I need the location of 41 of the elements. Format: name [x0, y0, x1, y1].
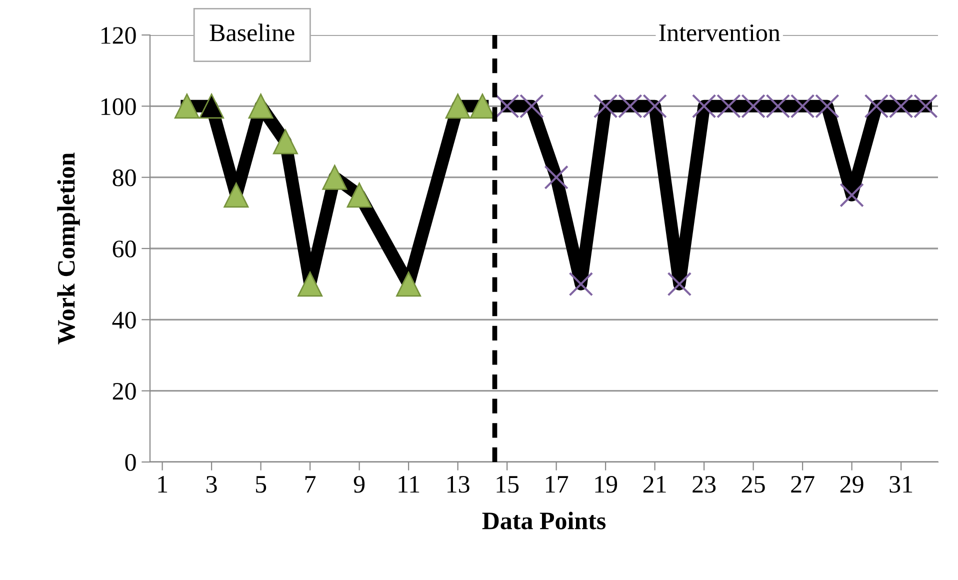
x-tick-label: 5	[256, 476, 266, 493]
y-tick-label: 100	[102, 98, 136, 116]
y-axis-title: Work Completion	[57, 152, 80, 344]
x-axis-title: Data Points	[482, 512, 606, 530]
point	[568, 272, 594, 296]
x-tick-label: 29	[840, 476, 864, 493]
annotation: Baseline	[210, 24, 294, 42]
point	[174, 94, 200, 119]
point	[667, 272, 692, 296]
point	[272, 129, 298, 154]
y-tick-label: 20	[112, 382, 136, 400]
x-tick-label: 25	[742, 476, 765, 493]
point	[248, 94, 274, 119]
x-tick-label: 3	[206, 476, 217, 493]
y-tick-label: 60	[112, 240, 136, 258]
point	[199, 94, 224, 119]
point	[544, 165, 568, 190]
point	[322, 164, 348, 190]
x-tick-label: 23	[692, 476, 716, 493]
x-tick-label: 9	[354, 476, 365, 493]
x-tick-label: 31	[890, 476, 912, 493]
y-tick-label: 0	[125, 454, 136, 471]
point	[298, 272, 323, 297]
point	[396, 272, 422, 297]
x-tick-label: 17	[546, 476, 568, 493]
x-tick-label: 11	[398, 476, 420, 493]
x-tick-label: 7	[305, 476, 316, 493]
x-tick-label: 21	[643, 476, 666, 493]
annotation: Intervention	[659, 24, 780, 42]
point	[445, 94, 470, 119]
point	[224, 182, 249, 208]
x-tick-label: 1	[158, 476, 168, 493]
y-tick-label: 120	[102, 27, 136, 44]
x-tick-label: 13	[448, 476, 470, 493]
y-tick-label: 80	[112, 169, 136, 186]
point	[346, 182, 372, 208]
x-tick-label: 27	[791, 476, 814, 493]
x-tick-label: 19	[595, 476, 618, 493]
point	[840, 182, 864, 208]
y-tick-label: 40	[112, 312, 136, 329]
x-tick-label: 15	[496, 476, 519, 493]
